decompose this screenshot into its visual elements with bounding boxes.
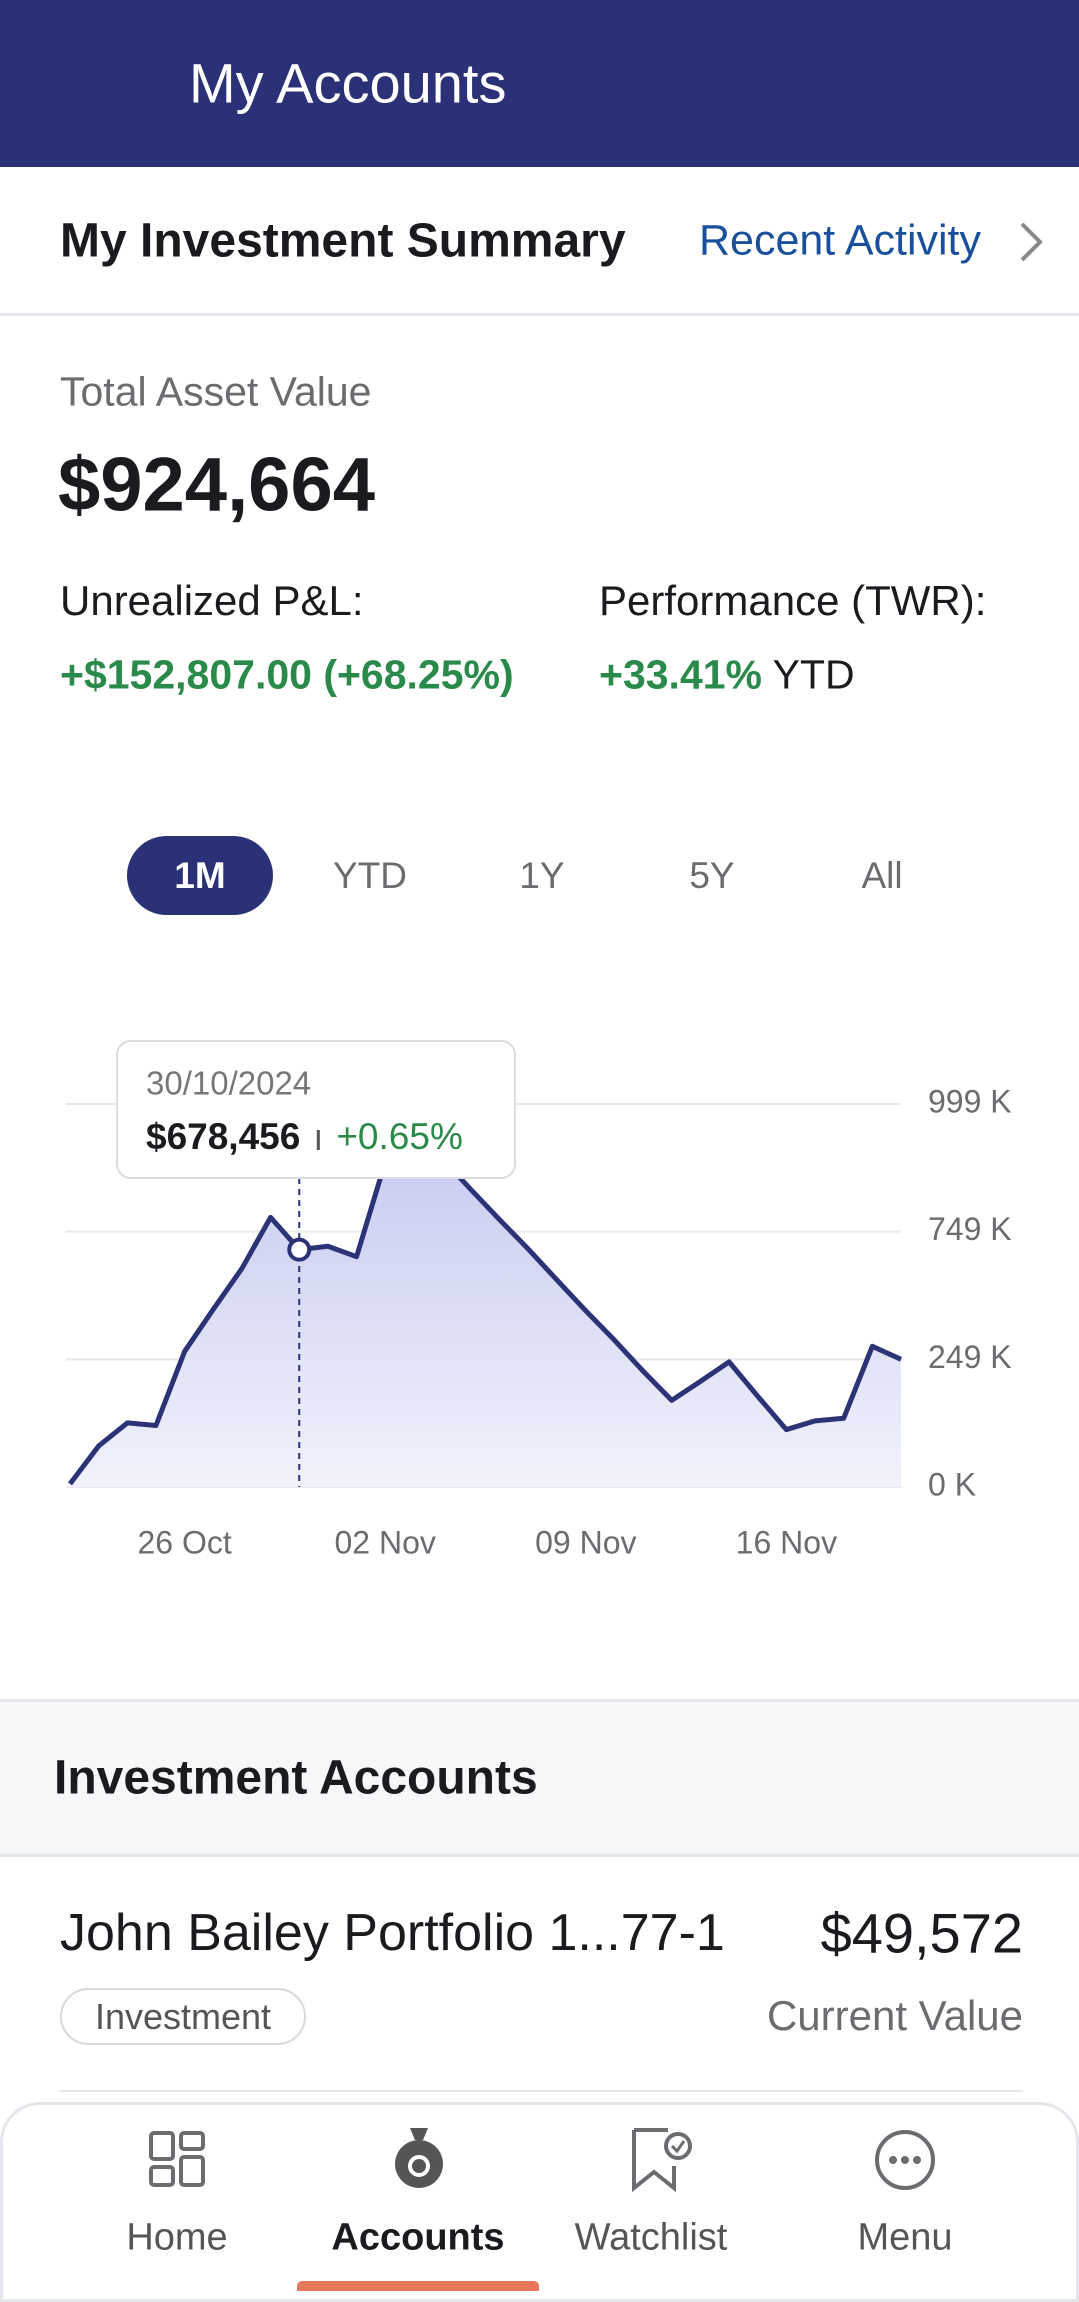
tooltip-date: 30/10/2024 (146, 1065, 311, 1102)
watchlist-icon[interactable] (628, 2126, 694, 2192)
account-tag (60, 1988, 306, 2045)
row-divider (60, 2090, 1023, 2092)
total-value: $924,664 (58, 442, 375, 528)
perf-row: +33.41% YTD (599, 652, 855, 699)
y-tick-label: 249 K (928, 1339, 1012, 1375)
accounts-icon[interactable] (390, 2124, 448, 2190)
y-tick-label: 0 K (928, 1466, 976, 1502)
perf-period: YTD (772, 651, 855, 698)
active-indicator (297, 2281, 539, 2291)
range-option[interactable]: All (861, 855, 903, 896)
nav-label[interactable]: Home (126, 2216, 228, 2259)
active-tab[interactable]: My Investment Summary (60, 214, 626, 268)
range-option[interactable]: 1Y (519, 855, 565, 896)
home-icon[interactable] (148, 2130, 206, 2188)
nav-label[interactable]: Accounts (331, 2216, 505, 2259)
perf-value: +33.41% (599, 651, 762, 698)
pl-value: +$152,807.00 (+68.25%) (60, 651, 514, 698)
range-option[interactable]: 5Y (689, 855, 735, 896)
nav-label[interactable]: Menu (857, 2216, 953, 2259)
app-header (0, 0, 1079, 167)
total-label: Total Asset Value (60, 368, 372, 415)
tooltip-value: $678,456 (146, 1116, 300, 1157)
divider (0, 313, 1079, 316)
account-tag-text: Investment (94, 1996, 272, 2037)
line (68, 1111, 903, 1486)
range-pill (127, 836, 273, 915)
y-tick-label: 999 K (928, 1083, 1012, 1119)
menu-icon[interactable] (874, 2129, 936, 2191)
recent-activity-link[interactable]: Recent Activity (699, 216, 981, 265)
area-fill (70, 1113, 901, 1487)
chart: 0 K 249 K 749 K 999 K 26 Oct 02 Nov 09 Nov 16 N… (66, 1040, 1012, 1560)
perf-label: Performance (TWR): (599, 577, 987, 624)
pl-label: Unrealized P&L: (60, 577, 364, 624)
account-value-label: Current Value (766, 1992, 1023, 2039)
account-name[interactable]: John Bailey Portfolio 1...77-1 (60, 1904, 725, 1962)
chevron-icon[interactable] (1016, 220, 1046, 264)
x-tick-label: 16 Nov (736, 1524, 837, 1560)
tooltip-point (287, 1237, 312, 1262)
range-option[interactable]: 1M (174, 855, 226, 896)
nav-label[interactable]: Watchlist (574, 2216, 728, 2259)
account-value: $49,572 (820, 1901, 1023, 1965)
tooltip-change: +0.65% (336, 1116, 463, 1157)
section-header (0, 1699, 1079, 1857)
tooltip-box (116, 1040, 516, 1179)
y-tick-label: 749 K (928, 1211, 1012, 1247)
x-tick-label: 09 Nov (535, 1524, 636, 1560)
header-title: My Accounts (189, 51, 507, 115)
x-tick-label: 02 Nov (335, 1524, 436, 1560)
x-tick-label: 26 Oct (137, 1524, 231, 1560)
range-option[interactable]: YTD (333, 855, 407, 896)
section-title: Investment Accounts (54, 1751, 538, 1805)
